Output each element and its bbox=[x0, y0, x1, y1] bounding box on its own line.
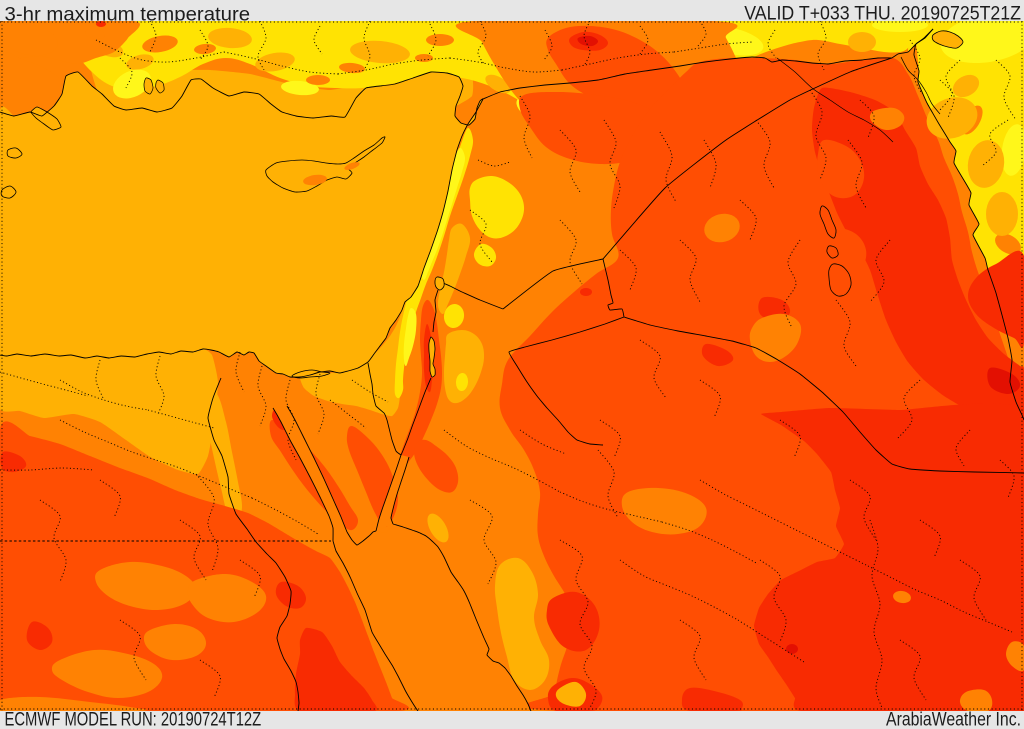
svg-text:ArabiaWeather Inc.: ArabiaWeather Inc. bbox=[886, 708, 1021, 729]
svg-text:3-hr maximum temperature: 3-hr maximum temperature bbox=[5, 4, 251, 25]
svg-text:ECMWF MODEL RUN: 20190724T12Z: ECMWF MODEL RUN: 20190724T12Z bbox=[5, 709, 262, 729]
svg-text:VALID T+033 THU. 20190725T21Z: VALID T+033 THU. 20190725T21Z bbox=[744, 2, 1021, 24]
